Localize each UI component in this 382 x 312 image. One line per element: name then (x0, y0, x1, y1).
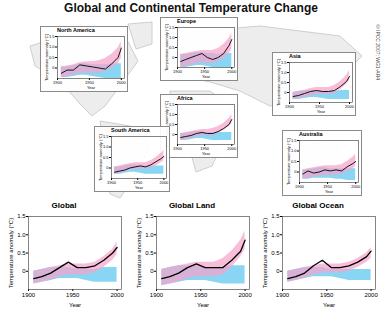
svg-text:1950: 1950 (200, 69, 210, 75)
svg-text:1950: 1950 (320, 292, 334, 298)
svg-text:0.5: 0.5 (17, 250, 26, 256)
svg-text:1900: 1900 (173, 146, 183, 151)
html-text:Global Land: Global Land (168, 201, 216, 210)
svg-text:Year: Year (69, 302, 81, 308)
svg-text:1.5: 1.5 (169, 25, 175, 30)
svg-text:2000: 2000 (238, 292, 252, 298)
svg-text:1900: 1900 (285, 104, 295, 109)
svg-text:1.5: 1.5 (103, 134, 109, 139)
svg-text:1.5: 1.5 (17, 213, 26, 219)
svg-text:1.0: 1.0 (271, 232, 280, 238)
svg-text:0: 0 (172, 132, 175, 137)
svg-text:1900: 1900 (53, 80, 63, 85)
svg-text:Year: Year (197, 302, 209, 308)
svg-text:0.5: 0.5 (103, 155, 109, 160)
svg-text:1900: 1900 (107, 180, 117, 185)
svg-text:0: 0 (284, 90, 287, 95)
svg-text:0.5: 0.5 (145, 250, 154, 256)
svg-text:1.0: 1.0 (49, 44, 55, 49)
svg-text:1.0: 1.0 (281, 70, 287, 75)
html-text:Global Ocean: Global Ocean (292, 201, 344, 210)
svg-text:1.5: 1.5 (169, 102, 175, 107)
svg-text:1900: 1900 (295, 184, 305, 189)
svg-text:1.5: 1.5 (281, 60, 287, 65)
svg-text:1950: 1950 (85, 80, 94, 86)
svg-text:2000: 2000 (345, 104, 355, 109)
svg-text:2000: 2000 (227, 69, 237, 74)
svg-text:0: 0 (294, 169, 297, 174)
svg-text:1.5: 1.5 (271, 213, 280, 219)
svg-text:Temperature anomaly (°C): Temperature anomaly (°C) (98, 133, 103, 181)
svg-text:0: 0 (150, 268, 154, 274)
svg-text:1950: 1950 (194, 292, 208, 298)
svg-text:0: 0 (52, 65, 55, 70)
svg-text:Year: Year (87, 85, 96, 90)
svg-text:1.0: 1.0 (291, 148, 297, 153)
svg-text:2000: 2000 (364, 292, 378, 298)
html-text:North America: North America (57, 27, 95, 33)
html-text:Asia: Asia (289, 53, 301, 59)
html-text:©IPCC 2007: WG1-AR4: ©IPCC 2007: WG1-AR4 (375, 24, 381, 80)
svg-text:Year: Year (202, 151, 211, 156)
svg-text:1900: 1900 (173, 69, 183, 74)
svg-text:0: 0 (276, 268, 280, 274)
svg-text:2000: 2000 (110, 292, 124, 298)
svg-text:1950: 1950 (133, 180, 143, 186)
svg-text:Temperature anomaly (°C): Temperature anomaly (°C) (276, 58, 281, 106)
svg-text:1950: 1950 (200, 146, 210, 152)
html-text:Global: Global (51, 201, 77, 210)
html-text:Global and Continental Tempera: Global and Continental Temperature Chang… (64, 1, 318, 15)
svg-text:2000: 2000 (159, 180, 169, 185)
svg-text:0.5: 0.5 (49, 55, 55, 60)
svg-text:0: 0 (22, 268, 26, 274)
svg-text:0.5: 0.5 (281, 80, 287, 85)
svg-text:1.5: 1.5 (291, 138, 297, 143)
svg-text:0.5: 0.5 (291, 159, 297, 164)
svg-text:Temperature anomaly (°C): Temperature anomaly (°C) (44, 33, 49, 81)
svg-text:1.0: 1.0 (145, 232, 154, 238)
html-text:Africa: Africa (177, 95, 193, 101)
svg-text:Temperature anomaly (°C): Temperature anomaly (°C) (286, 137, 291, 185)
svg-text:2000: 2000 (227, 146, 237, 151)
svg-text:Temperature anomaly (°C): Temperature anomaly (°C) (136, 218, 142, 288)
svg-text:Year: Year (317, 109, 326, 114)
svg-text:1.0: 1.0 (103, 144, 109, 149)
svg-text:1900: 1900 (22, 292, 36, 298)
svg-text:Year: Year (135, 185, 144, 190)
svg-text:1950: 1950 (315, 104, 324, 110)
svg-text:Year: Year (323, 302, 335, 308)
svg-text:1900: 1900 (150, 292, 164, 298)
svg-text:1.0: 1.0 (17, 232, 26, 238)
svg-text:0.5: 0.5 (169, 45, 175, 50)
html-text:Europe: Europe (177, 18, 196, 24)
svg-text:1900: 1900 (276, 292, 290, 298)
svg-text:Year: Year (202, 74, 211, 79)
svg-text:0: 0 (106, 165, 109, 170)
svg-text:0.5: 0.5 (271, 250, 280, 256)
svg-text:Temperature anomaly (°C): Temperature anomaly (°C) (8, 218, 14, 288)
html-text:South America: South America (111, 127, 150, 133)
svg-text:1950: 1950 (323, 184, 332, 190)
svg-text:0: 0 (172, 55, 175, 60)
svg-text:Temperature anomaly (°C): Temperature anomaly (°C) (262, 218, 268, 288)
svg-text:0.5: 0.5 (168, 121, 175, 127)
svg-text:Temperature anomaly (°C): Temperature anomaly (°C) (164, 101, 170, 148)
html-text:Australia: Australia (299, 131, 323, 137)
svg-text:Year: Year (325, 189, 334, 194)
svg-text:2000: 2000 (117, 80, 127, 85)
svg-text:1.5: 1.5 (49, 34, 55, 39)
svg-text:1950: 1950 (66, 292, 80, 298)
svg-text:1.0: 1.0 (169, 35, 175, 40)
svg-text:Temperature anomaly (°C): Temperature anomaly (°C) (164, 23, 169, 71)
svg-text:1.0: 1.0 (169, 112, 175, 117)
svg-text:1.5: 1.5 (145, 213, 154, 219)
svg-text:2000: 2000 (351, 184, 361, 189)
